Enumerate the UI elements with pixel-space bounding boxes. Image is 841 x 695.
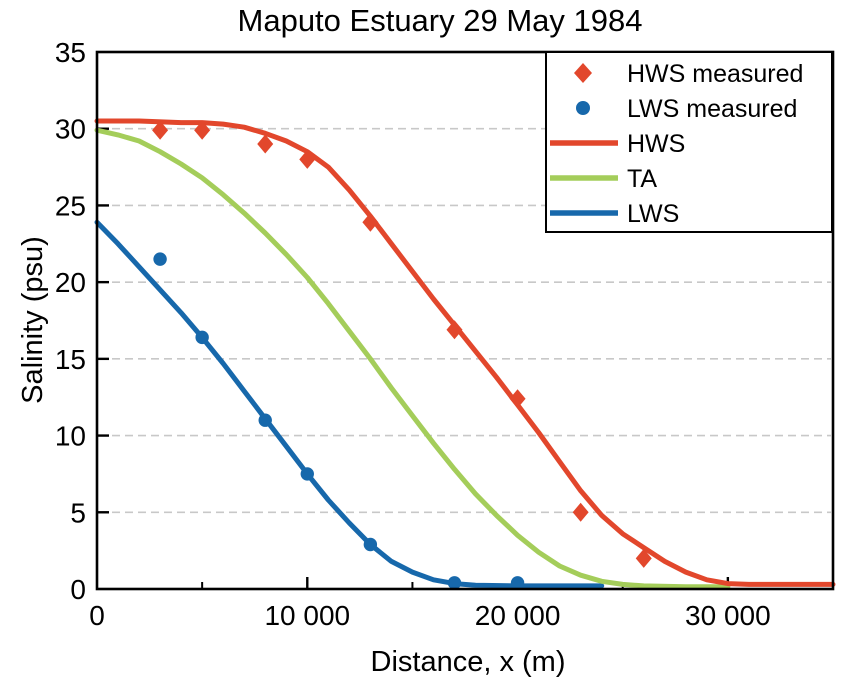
y-axis-label: Salinity (psu) [17, 236, 49, 404]
lws-measured-point [363, 537, 378, 552]
lws-measured-point [300, 467, 314, 481]
hws-measured-point [257, 134, 274, 154]
legend-entry-lws-measured: LWS measured [627, 95, 797, 123]
legend-entry-hws: HWS [627, 130, 685, 158]
x-tick-label-20000: 20 000 [475, 600, 561, 631]
legend-entry-ta: TA [627, 165, 657, 193]
lws-line [94, 219, 605, 589]
chart-title: Maputo Estuary 29 May 1984 [238, 3, 643, 38]
x-axis-label: Distance, x (m) [371, 646, 566, 678]
y-tick-label-30: 30 [55, 114, 86, 145]
hws-measured-point [572, 502, 589, 522]
hws-measured-point [446, 320, 463, 340]
hws-measured-point [635, 548, 652, 568]
lws-measured-point [258, 413, 272, 427]
hws-measured-point [152, 120, 169, 140]
hws-measured-point [194, 120, 211, 140]
hws-line [94, 118, 836, 587]
plot-frame [95, 50, 835, 591]
ta-line [94, 127, 731, 590]
x-tick-label-10000: 10 000 [264, 600, 350, 631]
y-tick-label-20: 20 [55, 267, 86, 298]
x-tick-label-0: 0 [89, 600, 105, 631]
y-tick-label-10: 10 [55, 421, 86, 452]
y-tick-label-0: 0 [70, 574, 86, 605]
lws-measured-point [447, 576, 462, 590]
lws-measured-point [510, 576, 525, 590]
y-tick-label-15: 15 [55, 344, 86, 375]
hws-measured-point [299, 149, 316, 169]
legend-circle-icon [576, 101, 590, 115]
lws-measured-point [153, 252, 167, 266]
data-series [94, 118, 836, 590]
hws-measured-point [362, 212, 379, 232]
legend: HWS measured LWS measured HWS TA LWS [545, 51, 833, 233]
tick-labels: 0 5 10 15 20 25 30 35 0 10 000 20 000 30 000 [55, 37, 771, 631]
legend-entry-lws: LWS [627, 200, 679, 228]
y-tick-label-5: 5 [70, 497, 86, 528]
gridlines [99, 127, 831, 514]
legend-entry-hws-measured: HWS measured [627, 60, 803, 88]
y-tick-label-25: 25 [55, 190, 86, 221]
x-tick-label-30000: 30 000 [685, 600, 771, 631]
lws-measured-point [195, 330, 209, 345]
y-tick-label-35: 35 [55, 37, 86, 68]
legend-diamond-icon [574, 63, 592, 83]
plot-border [95, 50, 835, 591]
hws-measured-point [509, 389, 526, 409]
